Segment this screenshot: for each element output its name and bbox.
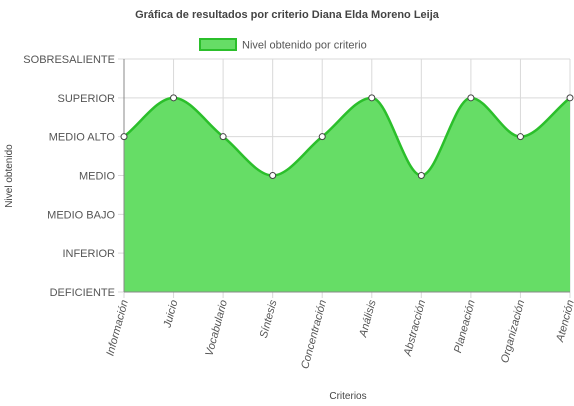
- data-point[interactable]: [318, 133, 326, 141]
- x-tick-label: Abstracción: [402, 299, 429, 359]
- x-tick-label: Análisis: [357, 298, 379, 339]
- x-tick-label: Juicio: [161, 299, 180, 330]
- x-tick-label: Atención: [554, 299, 574, 344]
- plot-area: [123, 96, 571, 292]
- series-area: [124, 97, 570, 292]
- y-axis-title: Nivel obtenido: [4, 144, 15, 208]
- y-tick-label: INFERIOR: [62, 248, 115, 260]
- data-points: [120, 94, 574, 179]
- y-tick-label: DEFICIENTE: [50, 287, 115, 299]
- y-tick-label: MEDIO: [79, 171, 116, 183]
- chart-title: Gráfica de resultados por criterio Diana…: [135, 9, 440, 21]
- x-tick-label: Síntesis: [258, 298, 280, 339]
- legend-swatch: [199, 38, 237, 51]
- y-tick-label: SUPERIOR: [58, 93, 116, 105]
- y-tick-label: SOBRESALIENTE: [23, 54, 115, 66]
- x-tick-label: Organización: [499, 299, 527, 365]
- x-tick-label: Planeación: [452, 299, 478, 355]
- data-point[interactable]: [120, 133, 128, 141]
- y-tick-label: MEDIO ALTO: [49, 132, 116, 144]
- data-point[interactable]: [368, 94, 376, 102]
- legend-label: Nivel obtenido por criterio: [242, 40, 367, 52]
- x-tick-label: Vocabulario: [203, 299, 230, 358]
- data-point[interactable]: [467, 94, 475, 102]
- series-line: [123, 96, 571, 177]
- data-point[interactable]: [516, 133, 524, 141]
- data-point[interactable]: [417, 172, 425, 179]
- data-point[interactable]: [269, 172, 277, 179]
- data-point[interactable]: [219, 133, 227, 141]
- y-tick-label: MEDIO BAJO: [47, 209, 115, 221]
- data-point[interactable]: [566, 94, 574, 102]
- x-tick-label: Concentración: [299, 299, 329, 371]
- data-point[interactable]: [170, 94, 178, 102]
- x-tick-label: Información: [104, 299, 130, 358]
- legend[interactable]: Nivel obtenido por criterio: [199, 38, 367, 52]
- x-axis-title: Criterios: [329, 391, 366, 402]
